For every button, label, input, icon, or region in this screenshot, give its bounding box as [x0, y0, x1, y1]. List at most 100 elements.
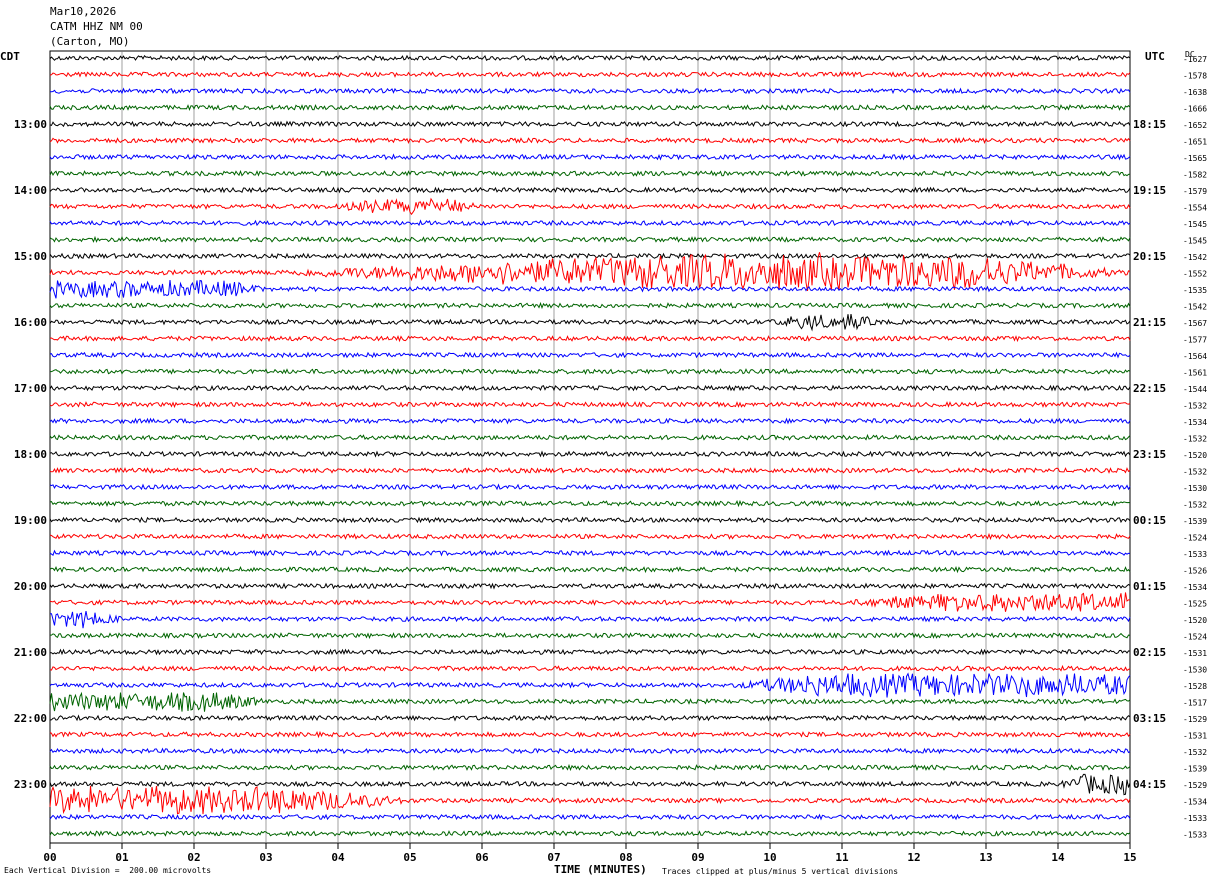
- seismic-trace: [49, 252, 1131, 291]
- seismic-trace: [49, 582, 1131, 590]
- dc-offset-label: -1535: [1183, 286, 1207, 295]
- x-tick-label: 07: [547, 851, 560, 864]
- dc-offset-label: -1545: [1183, 237, 1207, 246]
- dc-offset-label: -1534: [1183, 418, 1207, 427]
- seismic-trace: [49, 813, 1131, 821]
- dc-offset-label: -1534: [1183, 583, 1207, 592]
- dc-offset-label: -1532: [1183, 402, 1207, 411]
- right-hour-label: 04:15: [1133, 778, 1166, 791]
- seismic-trace: [49, 87, 1131, 95]
- seismic-trace: [49, 137, 1131, 144]
- dc-offset-label: -1638: [1183, 88, 1207, 97]
- dc-offset-label: -1582: [1183, 171, 1207, 180]
- dc-offset-label: -1561: [1183, 369, 1207, 378]
- dc-offset-label: -1529: [1183, 781, 1207, 790]
- left-hour-label: 17:00: [14, 382, 47, 395]
- seismic-trace: [49, 714, 1131, 722]
- right-hour-label: 20:15: [1133, 250, 1166, 263]
- left-hour-label: 21:00: [14, 646, 47, 659]
- x-tick-label: 08: [619, 851, 632, 864]
- dc-offset-label: -1545: [1183, 220, 1207, 229]
- seismic-trace: [49, 71, 1131, 78]
- seismic-trace: [50, 648, 1131, 656]
- right-hour-label: 19:15: [1133, 184, 1166, 197]
- left-hour-label: 14:00: [14, 184, 47, 197]
- seismic-trace: [49, 433, 1131, 441]
- dc-offset-label: -1530: [1183, 484, 1207, 493]
- dc-offset-label: -1539: [1183, 765, 1207, 774]
- dc-offset-label: -1532: [1183, 468, 1207, 477]
- seismic-trace: [49, 401, 1131, 409]
- dc-offset-label: -1552: [1183, 270, 1207, 279]
- seismic-trace: [49, 747, 1131, 755]
- x-tick-label: 03: [259, 851, 272, 864]
- seismic-trace: [49, 153, 1131, 161]
- dc-offset-label: -1565: [1183, 154, 1207, 163]
- seismic-trace: [49, 252, 1131, 260]
- x-tick-label: 05: [403, 851, 416, 864]
- left-hour-label: 13:00: [14, 118, 47, 131]
- right-timezone-label: UTC: [1145, 50, 1165, 63]
- scale-note: Each Vertical Division = 200.00 microvol…: [4, 866, 212, 875]
- station-location: (Carton, MO): [50, 35, 130, 48]
- x-tick-label: 13: [979, 851, 992, 864]
- dc-offset-label: -1531: [1183, 732, 1207, 741]
- dc-offset-label: -1531: [1183, 649, 1207, 658]
- station-code: CATM HHZ NM 00: [50, 20, 143, 33]
- dc-offset-label: -1578: [1183, 72, 1207, 81]
- x-tick-label: 10: [763, 851, 776, 864]
- dc-offset-label: -1529: [1183, 715, 1207, 724]
- seismic-trace: [49, 592, 1130, 612]
- left-timezone-label: CDT: [0, 50, 20, 63]
- dc-offset-label: -1524: [1183, 633, 1207, 642]
- seismic-trace: [49, 235, 1131, 243]
- seismic-trace: [49, 417, 1131, 425]
- seismic-trace: [50, 368, 1131, 375]
- left-hour-label: 20:00: [14, 580, 47, 593]
- dc-offset-label: -1532: [1183, 435, 1207, 444]
- x-tick-label: 06: [475, 851, 489, 864]
- x-tick-label: 09: [691, 851, 704, 864]
- seismic-trace: [49, 450, 1131, 458]
- dc-offset-label: -1567: [1183, 319, 1207, 328]
- seismic-trace: [49, 566, 1131, 574]
- dc-offset-label: -1627: [1183, 55, 1207, 64]
- plot-frame: [49, 50, 1131, 844]
- dc-offset-label: -1554: [1183, 204, 1207, 213]
- seismic-trace: [49, 314, 1131, 332]
- left-hour-label: 23:00: [14, 778, 47, 791]
- dc-offset-label: -1542: [1183, 253, 1207, 262]
- seismic-trace: [49, 549, 1131, 557]
- right-hour-label: 22:15: [1133, 382, 1166, 395]
- seismic-trace: [49, 773, 1131, 796]
- seismic-trace: [49, 219, 1131, 227]
- dc-offset-label: -1526: [1183, 567, 1207, 576]
- seismic-trace: [49, 664, 1131, 672]
- seismic-trace: [49, 351, 1131, 359]
- seismic-trace: [49, 516, 1131, 524]
- right-hour-label: 21:15: [1133, 316, 1166, 329]
- left-hour-label: 18:00: [14, 448, 47, 461]
- left-hour-label: 15:00: [14, 250, 47, 263]
- dc-offset-label: -1520: [1183, 451, 1207, 460]
- dc-offset-label: -1539: [1183, 517, 1207, 526]
- seismic-trace: [49, 197, 1131, 216]
- seismic-trace: [49, 120, 1131, 128]
- x-tick-label: 11: [835, 851, 849, 864]
- right-hour-label: 01:15: [1133, 580, 1166, 593]
- seismic-trace: [49, 499, 1131, 508]
- x-tick-label: 12: [907, 851, 920, 864]
- dc-offset-label: -1577: [1183, 336, 1207, 345]
- seismic-trace: [49, 301, 1131, 310]
- left-hour-label: 22:00: [14, 712, 47, 725]
- right-hour-label: 02:15: [1133, 646, 1166, 659]
- left-hour-label: 16:00: [14, 316, 47, 329]
- clip-note: Traces clipped at plus/minus 5 vertical …: [662, 867, 899, 876]
- dc-offset-label: -1652: [1183, 121, 1207, 130]
- x-tick-label: 00: [43, 851, 56, 864]
- x-tick-label: 02: [187, 851, 200, 864]
- seismic-trace: [49, 730, 1131, 739]
- plot-date: Mar10,2026: [50, 5, 117, 18]
- dc-offset-label: -1651: [1183, 138, 1207, 147]
